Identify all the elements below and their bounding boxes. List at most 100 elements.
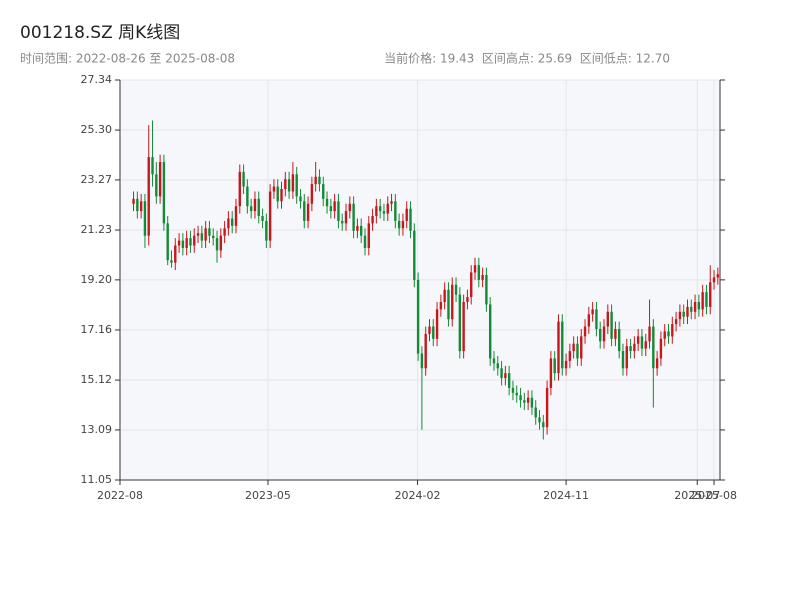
candle-body: [572, 343, 575, 352]
candle-body: [348, 203, 352, 212]
candle-body: [610, 311, 613, 339]
candle-body: [640, 336, 644, 349]
candle-body: [428, 326, 431, 334]
candle-body: [587, 314, 591, 327]
candle-body: [208, 228, 211, 236]
candle-body: [158, 162, 162, 197]
candle-body: [667, 331, 670, 337]
candle-body: [507, 373, 511, 388]
candle-body: [401, 220, 405, 229]
candle-body: [257, 198, 260, 217]
candle-body: [617, 328, 621, 352]
y-tick-label: 13.09: [81, 423, 113, 436]
y-tick-label: 23.27: [81, 173, 113, 186]
candle-body: [568, 351, 572, 361]
candle-body: [432, 326, 435, 339]
candle-body: [246, 186, 249, 207]
candle-body: [147, 157, 150, 236]
candle-body: [162, 162, 166, 224]
candle-body: [227, 218, 230, 229]
candle-body: [329, 206, 333, 212]
candle-body: [337, 201, 340, 221]
candle-body: [375, 206, 378, 217]
candle-body: [716, 274, 720, 278]
candle-body: [322, 184, 325, 199]
candle-body: [272, 186, 276, 192]
candle-body: [397, 220, 401, 229]
chart-title: 001218.SZ 周K线图: [20, 23, 180, 43]
candle-body: [265, 220, 268, 241]
candle-body: [496, 363, 499, 369]
candle-body: [606, 311, 610, 327]
candle-body: [690, 306, 693, 312]
candle-body: [193, 235, 196, 246]
candle-body: [458, 294, 462, 352]
candle-body: [413, 230, 416, 280]
y-tick-label: 21.23: [81, 223, 113, 236]
candle-body: [451, 284, 454, 320]
candle-body: [553, 358, 556, 374]
candle-body: [477, 265, 481, 280]
candle-body: [196, 233, 200, 236]
candle-body: [663, 331, 666, 339]
candle-body: [230, 218, 234, 226]
candle-body: [530, 397, 534, 408]
candle-body: [693, 301, 697, 312]
candle-body: [473, 265, 477, 273]
candle-body: [223, 228, 226, 236]
candle-body: [310, 184, 314, 204]
candle-body: [291, 174, 295, 192]
candle-body: [200, 233, 204, 241]
candle-body: [261, 216, 264, 221]
candle-body: [545, 387, 549, 428]
x-tick-label: 2024-11: [543, 489, 589, 502]
candle-body: [439, 301, 443, 310]
axes: 11.05 13.09 15.12 17.16 19.20 21.23 23.27 25.30…: [81, 73, 738, 502]
candle-body: [470, 272, 473, 298]
candle-body: [371, 216, 374, 224]
candle-body: [386, 203, 389, 214]
x-tick-label: 2025-07: [674, 489, 720, 502]
y-tick-label: 11.05: [81, 473, 113, 486]
candle-body: [394, 201, 397, 221]
candle-body: [591, 309, 594, 315]
candle-body: [409, 208, 412, 231]
candle-body: [712, 277, 716, 283]
candle-body: [189, 238, 192, 246]
candle-body: [583, 326, 587, 337]
x-tick-label: 2025-08: [691, 489, 737, 502]
candle-body: [595, 309, 598, 329]
candle-body: [359, 225, 363, 236]
candle-body: [249, 206, 253, 212]
candle-body: [447, 289, 450, 320]
candle-body: [515, 392, 518, 396]
candle-body: [280, 189, 283, 202]
price-stats: 当前价格: 19.43 区间高点: 25.69 区间低点: 12.70: [384, 51, 670, 66]
candle-body: [234, 206, 238, 226]
candle-body: [538, 417, 541, 423]
candle-body: [166, 223, 169, 261]
candle-body: [416, 279, 420, 354]
candle-body: [523, 400, 526, 403]
candle-body: [485, 274, 488, 305]
candle-body: [705, 292, 708, 307]
candle-body: [542, 422, 545, 428]
candle-body: [136, 198, 139, 212]
candle-body: [625, 346, 628, 369]
candle-body: [204, 228, 207, 241]
x-tick-label: 2022-08: [97, 489, 143, 502]
candle-body: [655, 358, 659, 369]
candle-body: [219, 235, 223, 251]
candle-body: [170, 260, 173, 263]
candle-body: [511, 387, 515, 393]
candle-body: [341, 220, 344, 224]
chart-subtitle: 时间范围: 2022-08-26 至 2025-08-08: [20, 52, 235, 66]
candle-body: [454, 284, 458, 295]
candle-body: [488, 304, 492, 359]
candle-body: [576, 343, 579, 359]
candle-body: [504, 373, 507, 379]
candle-body: [701, 292, 704, 310]
candle-body: [238, 171, 241, 207]
candle-body: [405, 208, 408, 221]
